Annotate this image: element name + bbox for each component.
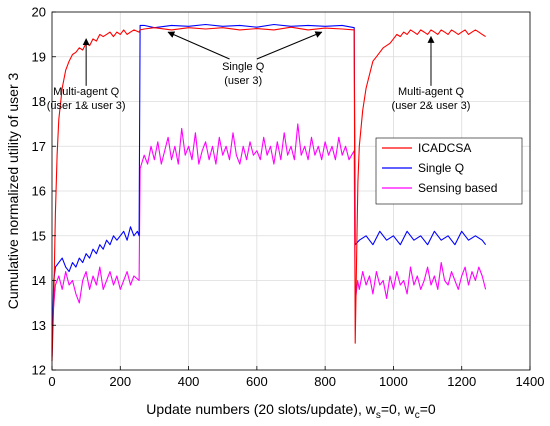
x-axis-ticks: 0 200 400 600 800 1000 1200 1400 bbox=[48, 366, 544, 389]
y-tick-label: 15 bbox=[32, 228, 46, 243]
series-layer bbox=[51, 23, 487, 362]
x-tick-label: 0 bbox=[48, 374, 55, 389]
y-tick-label: 18 bbox=[32, 94, 46, 109]
y-axis-ticks: 12 13 14 15 16 17 18 19 20 bbox=[32, 5, 56, 378]
y-tick-label: 16 bbox=[32, 184, 46, 199]
x-tick-label: 200 bbox=[109, 374, 131, 389]
y-tick-label: 14 bbox=[32, 273, 46, 288]
annotations: Multi-agent Q (user 1& user 3) Single Q (us… bbox=[47, 31, 471, 112]
x-axis-label-sub-c: c bbox=[415, 410, 420, 421]
y-tick-label: 20 bbox=[32, 5, 46, 20]
y-tick-label: 13 bbox=[32, 318, 46, 333]
x-tick-label: 1200 bbox=[447, 374, 476, 389]
annotation-text: (user 3) bbox=[224, 75, 262, 87]
x-axis-label: Update numbers (20 slots/update), ws=0, … bbox=[146, 401, 436, 421]
y-tick-label: 12 bbox=[32, 363, 46, 378]
x-tick-label: 400 bbox=[178, 374, 200, 389]
legend-box bbox=[375, 137, 523, 205]
x-tick-label: 1400 bbox=[516, 374, 545, 389]
series-line-single-q bbox=[51, 23, 487, 357]
legend-label-icadcsa: ICADCSA bbox=[418, 141, 471, 155]
annotation-text: Multi-agent Q bbox=[398, 86, 464, 98]
x-tick-label: 1000 bbox=[379, 374, 408, 389]
x-axis-label-end: =0 bbox=[420, 401, 436, 417]
x-axis-label-mid: =0, w bbox=[381, 401, 416, 417]
y-axis-label: Cumulative normalized utility of user 3 bbox=[5, 73, 21, 310]
y-tick-label: 19 bbox=[32, 49, 46, 64]
x-tick-label: 600 bbox=[246, 374, 268, 389]
annotation-text: (user 2& user 3) bbox=[392, 100, 471, 112]
y-tick-label: 17 bbox=[32, 139, 46, 154]
legend-label-sensing-based: Sensing based bbox=[418, 181, 497, 195]
legend: ICADCSA Single Q Sensing based bbox=[375, 137, 523, 205]
legend-label-single-q: Single Q bbox=[418, 161, 464, 175]
annotation-arrow bbox=[256, 31, 323, 60]
x-tick-label: 800 bbox=[314, 374, 336, 389]
x-axis-label-main: Update numbers (20 slots/update), w bbox=[146, 401, 376, 417]
series-line-icadcsa bbox=[51, 26, 486, 362]
series-line-sensing-based bbox=[51, 123, 487, 326]
annotation-text: (user 1& user 3) bbox=[47, 100, 126, 112]
x-axis-label-sub-s: s bbox=[376, 410, 381, 421]
annotation-text: Single Q bbox=[222, 61, 265, 73]
annotation-text: Multi-agent Q bbox=[53, 86, 119, 98]
annotation-arrow bbox=[167, 31, 230, 60]
